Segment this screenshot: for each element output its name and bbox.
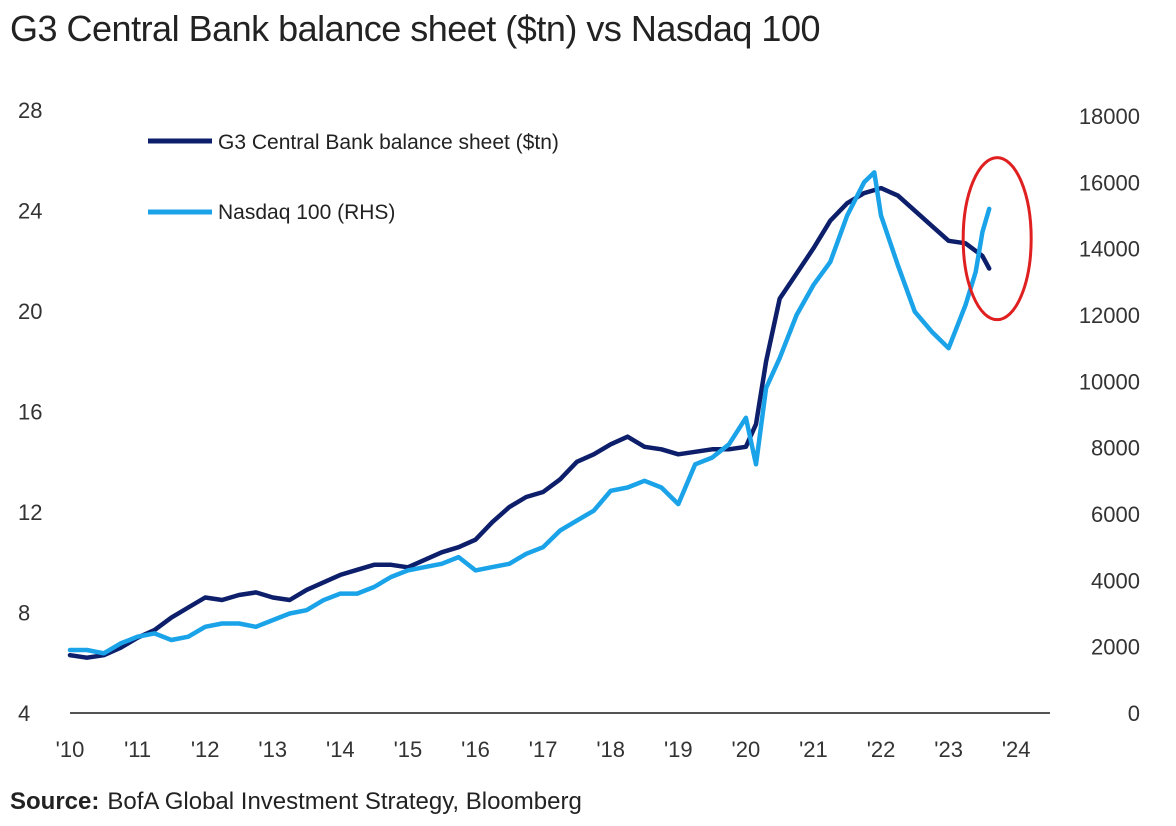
highlight-ellipse — [961, 156, 1033, 322]
x-tick-label: '24 — [1002, 737, 1031, 762]
annotation-layer — [961, 156, 1033, 322]
right-axis-tick-label: 6000 — [1091, 502, 1140, 527]
series-line-balance-sheet — [67, 185, 992, 660]
x-tick-label: '18 — [596, 737, 625, 762]
chart-title: G3 Central Bank balance sheet ($tn) vs N… — [10, 8, 821, 49]
left-axis-tick-label: 4 — [18, 701, 30, 726]
right-axis-tick-label: 18000 — [1079, 104, 1140, 129]
source-note: Source: BofA Global Investment Strategy, … — [10, 788, 582, 816]
x-tick-label: '14 — [326, 737, 355, 762]
right-axis-tick-label: 8000 — [1091, 436, 1140, 461]
x-tick-label: '17 — [529, 737, 558, 762]
left-axis-tick-label: 16 — [18, 400, 42, 425]
left-axis-tick-label: 24 — [18, 199, 42, 224]
x-tick-label: '15 — [394, 737, 423, 762]
source-label: Source: — [10, 788, 100, 815]
x-tick-label: '13 — [258, 737, 287, 762]
series-layer — [67, 170, 992, 660]
right-axis-tick-label: 16000 — [1079, 170, 1140, 195]
left-axis-tick-label: 8 — [18, 601, 30, 626]
right-axis-tick-label: 4000 — [1091, 568, 1140, 593]
x-tick-label: '10 — [56, 737, 85, 762]
legend-label-nasdaq: Nasdaq 100 (RHS) — [218, 201, 395, 224]
axes-layer: '10 '11 '12 '13 '14 '15 '16 '17 '18 '19 '20 '21 '22 '… — [18, 98, 1140, 762]
x-tick-label: '11 — [124, 737, 151, 762]
x-tick-label: '21 — [799, 737, 828, 762]
right-axis-tick-label: 10000 — [1079, 369, 1140, 394]
series-line-nasdaq — [67, 170, 992, 656]
legend-label-balance-sheet: G3 Central Bank balance sheet ($tn) — [218, 131, 559, 154]
right-axis-tick-label: 14000 — [1079, 237, 1140, 262]
right-axis-tick-label: 0 — [1128, 701, 1140, 726]
x-tick-label: '22 — [867, 737, 896, 762]
right-axis-tick-label: 2000 — [1091, 635, 1140, 660]
chart-legend: G3 Central Bank balance sheet ($tn) Nasd… — [148, 131, 559, 224]
left-axis-tick-label: 12 — [18, 500, 42, 525]
x-tick-label: '16 — [461, 737, 490, 762]
left-axis-tick-label: 28 — [18, 98, 42, 123]
x-tick-label: '20 — [732, 737, 761, 762]
x-tick-label: '23 — [934, 737, 963, 762]
source-text: BofA Global Investment Strategy, Bloombe… — [107, 788, 582, 815]
x-tick-label: '19 — [664, 737, 693, 762]
x-tick-label: '12 — [191, 737, 220, 762]
left-axis-tick-label: 20 — [18, 299, 42, 324]
right-axis-tick-label: 12000 — [1079, 303, 1140, 328]
